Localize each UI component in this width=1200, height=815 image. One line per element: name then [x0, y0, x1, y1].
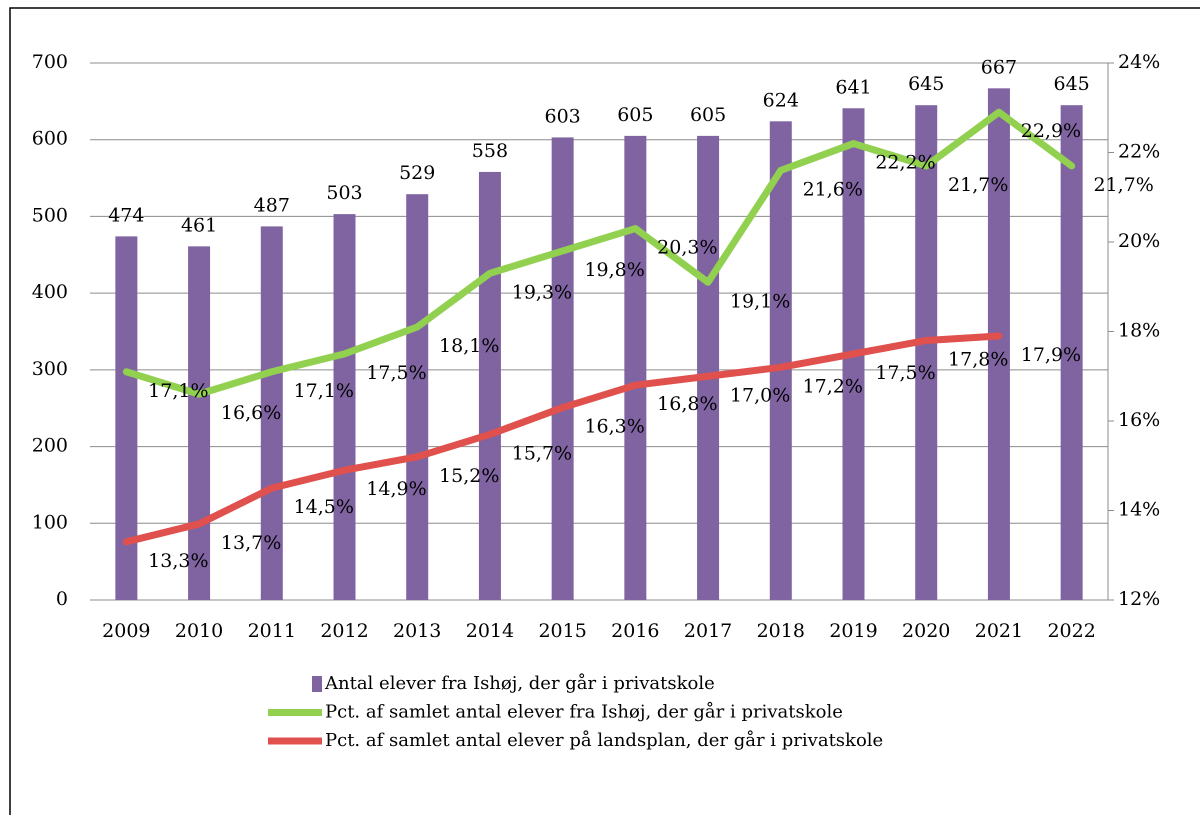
line-value-label: 16,3%: [584, 416, 644, 438]
line-value-label: 14,5%: [294, 496, 354, 518]
x-tick-label: 2011: [248, 620, 296, 642]
y2-tick-label: 18%: [1118, 320, 1160, 342]
bar-value-label: 667: [981, 56, 1017, 78]
bar: [915, 105, 938, 600]
line-value-label: 16,8%: [657, 393, 717, 415]
line-value-label: 22,9%: [1021, 120, 1081, 142]
bar: [769, 121, 792, 600]
bar: [260, 226, 283, 600]
y-tick-label: 500: [32, 204, 68, 226]
line: [122, 332, 1003, 546]
bar-value-label: 641: [835, 76, 871, 98]
bar: [406, 194, 429, 600]
line-value-label: 17,9%: [1021, 344, 1081, 366]
line-value-label: 22,2%: [875, 152, 935, 174]
y2-tick-label: 12%: [1118, 588, 1160, 610]
line-value-label: 13,7%: [221, 532, 281, 554]
bar: [188, 246, 211, 600]
line-value-label: 17,1%: [148, 380, 208, 402]
line-value-label: 14,9%: [366, 478, 426, 500]
line-value-label: 21,7%: [1093, 174, 1153, 196]
bar: [1060, 105, 1083, 600]
frame: [9, 7, 1200, 815]
bar-value-label: 624: [763, 89, 799, 111]
line-value-label: 19,1%: [730, 290, 790, 312]
bar: [697, 135, 720, 600]
line-value-label: 17,5%: [366, 362, 426, 384]
x-tick-label: 2016: [611, 620, 659, 642]
line-value-label: 19,3%: [512, 281, 572, 303]
y-tick-label: 200: [32, 435, 68, 457]
bar-value-label: 605: [617, 104, 653, 126]
x-tick-label: 2009: [102, 620, 150, 642]
line-value-label: 13,3%: [148, 550, 208, 572]
bar: [987, 88, 1010, 601]
legend-label: Pct. af samlet antal elever fra Ishøj, d…: [325, 701, 843, 723]
x-tick-label: 2018: [757, 620, 805, 642]
y-tick-label: 600: [32, 128, 68, 150]
bar: [551, 137, 574, 601]
line-value-label: 21,6%: [803, 178, 863, 200]
line-value-label: 17,5%: [875, 362, 935, 384]
line-value-label: 15,7%: [512, 442, 572, 464]
bar-value-label: 487: [254, 194, 290, 216]
bar: [115, 236, 138, 601]
x-tick-label: 2012: [320, 620, 368, 642]
bar: [624, 135, 647, 600]
bar-value-label: 558: [472, 140, 508, 162]
bar-value-label: 645: [908, 73, 944, 95]
y2-tick-label: 20%: [1118, 230, 1160, 252]
line-value-label: 17,8%: [948, 348, 1008, 370]
x-tick-label: 2022: [1047, 620, 1095, 642]
line-value-label: 16,6%: [221, 402, 281, 424]
line-value-label: 20,3%: [657, 237, 717, 259]
y-tick-label: 700: [32, 51, 68, 73]
x-tick-label: 2013: [393, 620, 441, 642]
x-tick-label: 2020: [902, 620, 950, 642]
line-value-label: 18,1%: [439, 335, 499, 357]
x-tick-label: 2014: [466, 620, 514, 642]
bar-value-label: 605: [690, 104, 726, 126]
x-tick-label: 2019: [829, 620, 877, 642]
x-tick-label: 2010: [175, 620, 223, 642]
y-tick-label: 0: [56, 588, 68, 610]
bar-value-label: 529: [399, 162, 435, 184]
bar-value-label: 503: [326, 182, 362, 204]
line: [122, 108, 1076, 398]
y2-tick-label: 14%: [1118, 499, 1160, 521]
line-value-label: 15,2%: [439, 465, 499, 487]
legend-swatch: [312, 676, 322, 692]
y2-tick-label: 22%: [1118, 141, 1160, 163]
y2-tick-label: 16%: [1118, 409, 1160, 431]
bar-value-label: 474: [108, 204, 144, 226]
line-value-label: 21,7%: [948, 174, 1008, 196]
line-value-label: 17,0%: [730, 384, 790, 406]
x-tick-label: 2015: [538, 620, 586, 642]
bar: [478, 171, 501, 601]
line-value-label: 17,2%: [803, 375, 863, 397]
y2-tick-label: 24%: [1118, 51, 1160, 73]
line-value-label: 19,8%: [584, 259, 644, 281]
legend-label: Pct. af samlet antal elever på landsplan…: [325, 729, 883, 751]
legend-label: Antal elever fra Ishøj, der går i privat…: [324, 672, 715, 694]
y-tick-label: 400: [32, 281, 68, 303]
y-tick-label: 300: [32, 358, 68, 380]
bar: [333, 214, 356, 600]
bar-value-label: 603: [545, 105, 581, 127]
bar-value-label: 461: [181, 214, 217, 236]
x-tick-label: 2021: [975, 620, 1023, 642]
line-value-label: 17,1%: [294, 380, 354, 402]
x-tick-label: 2017: [684, 620, 732, 642]
y-tick-label: 100: [32, 511, 68, 533]
bar-value-label: 645: [1054, 73, 1090, 95]
